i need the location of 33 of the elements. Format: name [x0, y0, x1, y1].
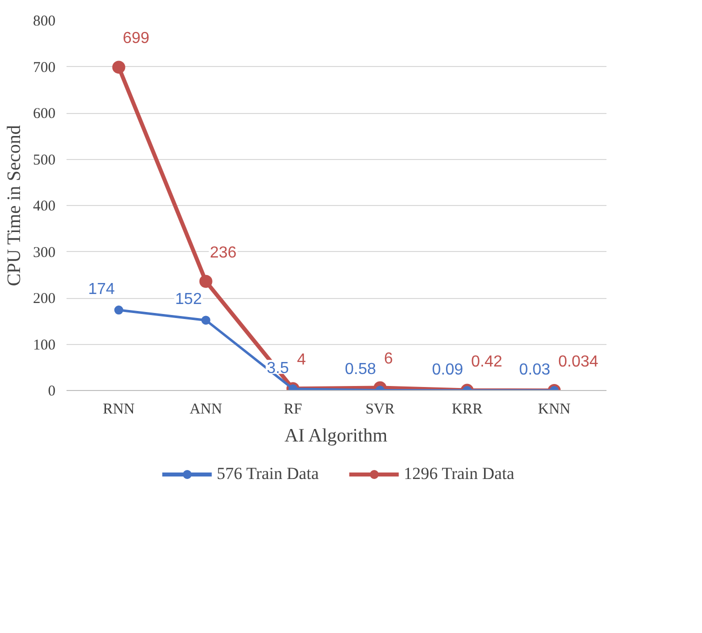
y-tick-label: 600 — [33, 106, 56, 122]
x-tick-label: RNN — [102, 402, 135, 418]
data-label: 3.5 — [266, 360, 290, 377]
x-tick-label: SVR — [365, 402, 395, 418]
data-label: 174 — [88, 281, 115, 298]
point — [199, 274, 212, 288]
y-tick-label: 300 — [33, 244, 56, 261]
y-tick-label: 500 — [33, 152, 56, 168]
legend-label: 1296 Train Data — [404, 464, 514, 484]
x-axis-title: AI Algorithm — [284, 426, 388, 446]
x-tick-label: RF — [284, 402, 302, 418]
x-tick-label: ANN — [190, 402, 222, 418]
data-label: 699 — [122, 30, 150, 48]
data-label: 0.034 — [558, 353, 598, 370]
data-label: 0.09 — [432, 361, 464, 378]
y-tick-label: 0 — [48, 384, 56, 400]
legend-label: 576 Train Data — [216, 464, 319, 484]
x-tick-label: KNN — [538, 402, 571, 418]
data-label: 0.58 — [344, 361, 376, 378]
y-tick-label: 100 — [33, 337, 56, 354]
data-label: 152 — [175, 291, 202, 308]
y-tick-label: 800 — [33, 14, 56, 30]
y-tick-label: 700 — [33, 60, 56, 76]
data-label: 4 — [296, 352, 306, 369]
data-label: 236 — [210, 244, 237, 262]
y-tick-label: 200 — [33, 291, 56, 307]
data-label: 0.42 — [471, 353, 502, 370]
point — [112, 60, 126, 74]
data-label: 0.03 — [519, 361, 550, 378]
y-tick-label: 400 — [33, 198, 56, 214]
x-tick-label: KRR — [452, 402, 483, 418]
y-axis-title: CPU Time in Second — [4, 124, 25, 286]
data-label: 6 — [384, 350, 394, 368]
